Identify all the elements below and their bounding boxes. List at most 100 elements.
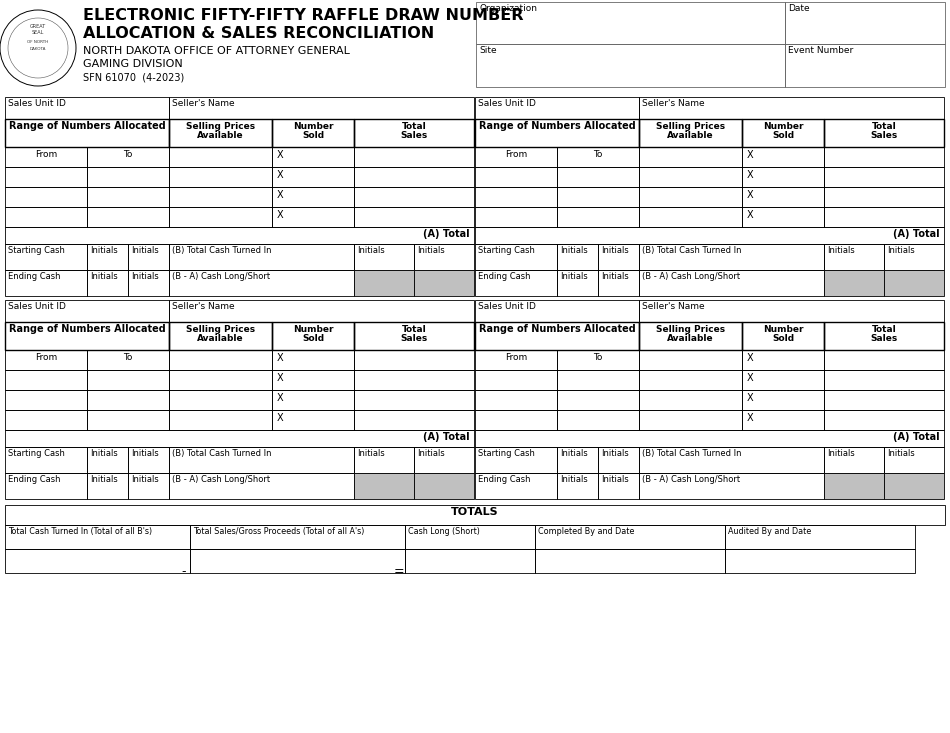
Bar — [169, 410, 273, 430]
Bar — [825, 350, 944, 370]
Text: To: To — [594, 150, 603, 159]
Bar — [128, 244, 169, 270]
Text: (A) Total: (A) Total — [424, 229, 470, 239]
Bar — [87, 270, 128, 296]
Bar — [87, 390, 169, 410]
Bar — [557, 350, 639, 370]
Text: Initials: Initials — [131, 272, 159, 281]
Bar — [598, 447, 639, 473]
Text: Initials: Initials — [131, 475, 159, 484]
Text: Cash Long (Short): Cash Long (Short) — [408, 527, 480, 536]
Bar — [475, 473, 557, 499]
Text: Seller's Name: Seller's Name — [172, 99, 235, 108]
Bar — [354, 119, 474, 147]
Text: From: From — [35, 353, 57, 362]
Text: Seller's Name: Seller's Name — [642, 302, 705, 311]
Text: Initials: Initials — [601, 272, 629, 281]
Text: X: X — [276, 373, 283, 383]
Bar — [639, 410, 742, 430]
Bar — [414, 270, 474, 296]
Text: Initials: Initials — [131, 246, 159, 255]
Text: (B - A) Cash Long/Short: (B - A) Cash Long/Short — [642, 475, 740, 484]
Text: Initials: Initials — [417, 246, 445, 255]
Text: Range of Numbers Allocated: Range of Numbers Allocated — [9, 121, 165, 131]
Bar — [639, 119, 742, 147]
Bar — [169, 167, 273, 187]
Bar — [87, 350, 169, 370]
Bar — [639, 167, 742, 187]
Bar — [639, 350, 742, 370]
Bar — [5, 473, 87, 499]
Bar — [639, 207, 742, 227]
Text: To: To — [124, 150, 133, 159]
Text: Range of Numbers Allocated: Range of Numbers Allocated — [479, 121, 636, 131]
Bar — [557, 244, 598, 270]
Bar — [5, 119, 169, 147]
Text: Selling Prices: Selling Prices — [186, 325, 256, 334]
Bar — [5, 207, 87, 227]
Bar — [169, 300, 474, 322]
Bar — [557, 473, 598, 499]
Text: Total: Total — [402, 325, 427, 334]
Bar — [5, 97, 169, 119]
Bar — [557, 187, 639, 207]
Text: TOTALS: TOTALS — [451, 507, 499, 517]
Bar — [639, 473, 825, 499]
Bar — [354, 350, 474, 370]
Bar — [128, 473, 169, 499]
Bar — [273, 370, 354, 390]
Text: From: From — [504, 353, 527, 362]
Bar — [825, 167, 944, 187]
Text: Available: Available — [668, 131, 714, 140]
Bar — [169, 119, 273, 147]
Bar — [557, 447, 598, 473]
Text: Number: Number — [763, 122, 804, 131]
Bar — [273, 187, 354, 207]
Bar — [557, 270, 598, 296]
Bar — [5, 549, 190, 573]
Text: Initials: Initials — [887, 449, 915, 458]
Bar — [639, 322, 742, 350]
Bar — [742, 187, 825, 207]
Text: Site: Site — [479, 46, 497, 55]
Text: Initials: Initials — [827, 449, 855, 458]
Bar — [639, 270, 825, 296]
Bar — [190, 549, 405, 573]
Bar — [639, 370, 742, 390]
Bar — [169, 187, 273, 207]
Text: (B - A) Cash Long/Short: (B - A) Cash Long/Short — [172, 272, 270, 281]
Text: X: X — [276, 413, 283, 423]
Bar — [535, 549, 725, 573]
Text: X: X — [747, 170, 753, 180]
Bar — [475, 147, 557, 167]
Bar — [598, 270, 639, 296]
Bar — [742, 207, 825, 227]
Text: (B) Total Cash Turned In: (B) Total Cash Turned In — [642, 449, 742, 458]
Bar — [5, 167, 87, 187]
Bar — [475, 119, 639, 147]
Bar — [476, 2, 785, 44]
Bar — [785, 44, 945, 87]
Text: Sales: Sales — [401, 131, 428, 140]
Text: SEAL: SEAL — [31, 31, 45, 35]
Text: Starting Cash: Starting Cash — [8, 449, 65, 458]
Bar — [825, 322, 944, 350]
Bar — [87, 473, 128, 499]
Bar — [405, 525, 535, 549]
Text: (A) Total: (A) Total — [424, 432, 470, 442]
Text: X: X — [747, 393, 753, 403]
Text: Sold: Sold — [302, 131, 325, 140]
Bar — [884, 447, 944, 473]
Text: Initials: Initials — [601, 449, 629, 458]
Text: Event Number: Event Number — [788, 46, 853, 55]
Bar — [825, 390, 944, 410]
Bar — [884, 270, 944, 296]
Text: X: X — [747, 150, 753, 160]
Text: Initials: Initials — [601, 475, 629, 484]
Bar — [725, 525, 915, 549]
Bar — [475, 430, 944, 447]
Text: Initials: Initials — [90, 475, 118, 484]
Bar — [273, 207, 354, 227]
Bar — [5, 350, 87, 370]
Text: Initials: Initials — [131, 449, 159, 458]
